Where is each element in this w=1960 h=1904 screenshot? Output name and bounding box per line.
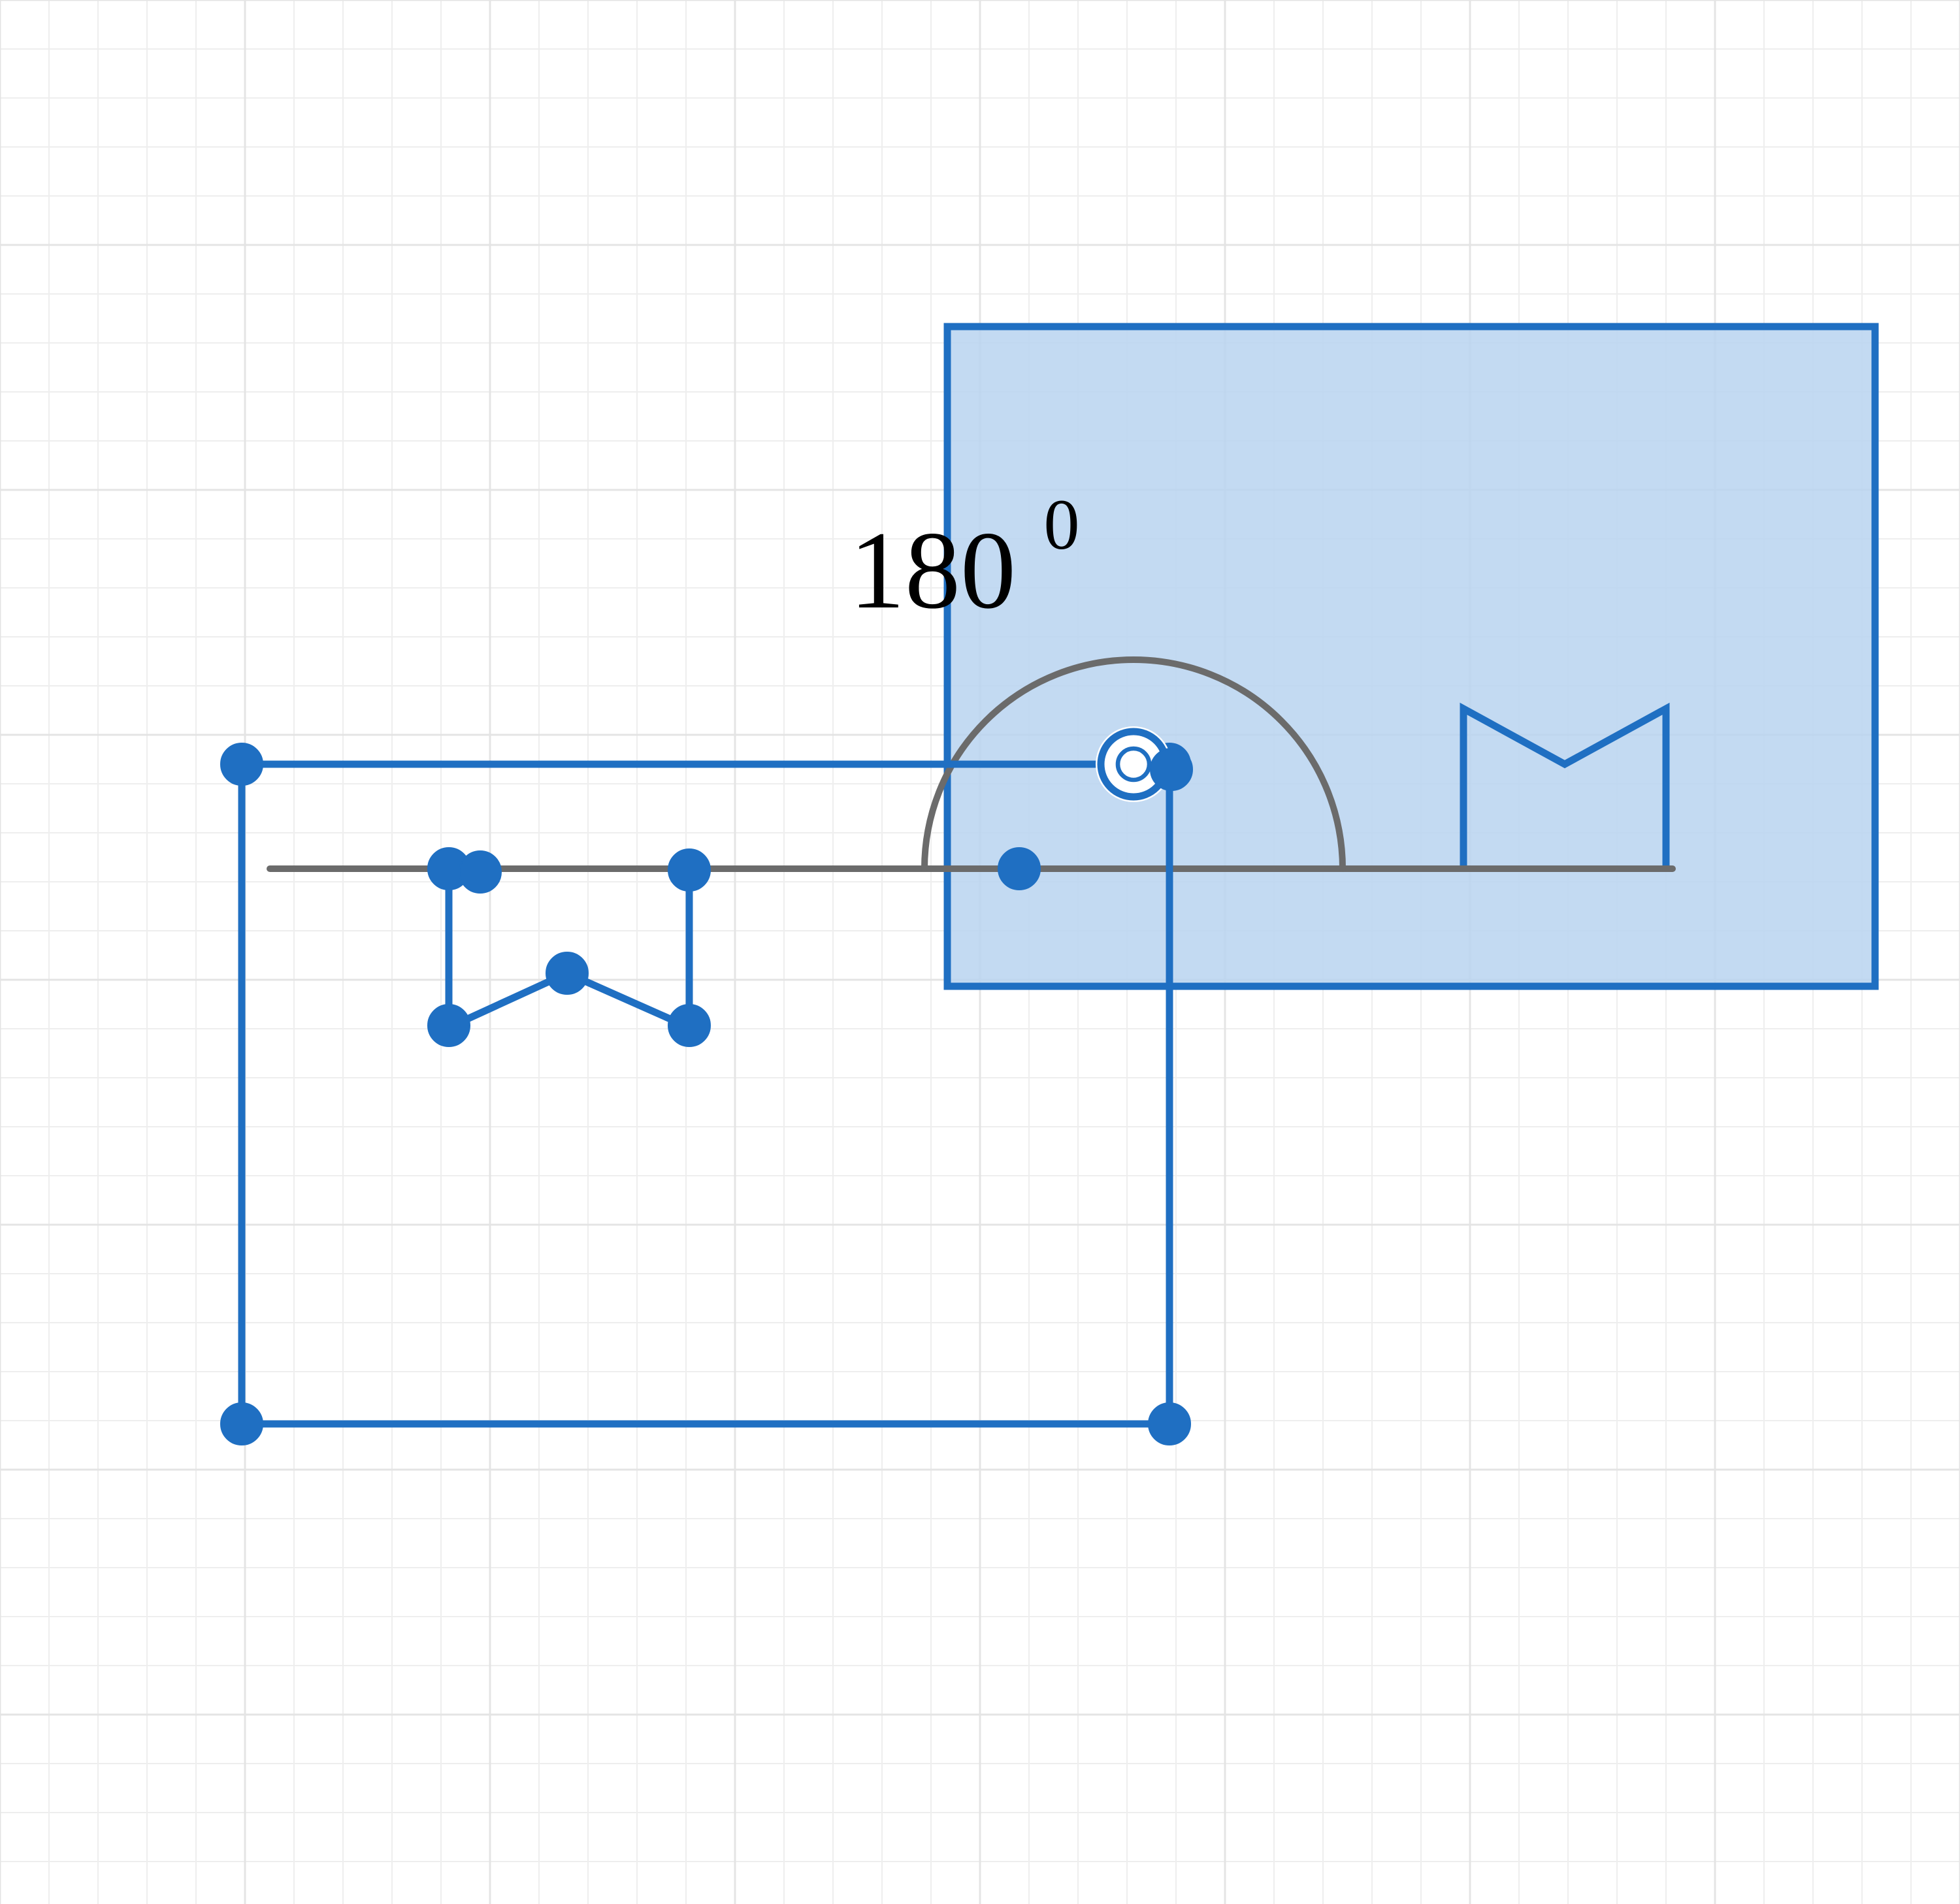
preimage-vertex[interactable] — [1149, 1403, 1190, 1445]
rotated-outer-rect — [947, 327, 1875, 986]
preimage-vertex[interactable] — [221, 1403, 263, 1445]
angle-label: 180 — [849, 509, 1016, 632]
preimage-vertex[interactable] — [1151, 749, 1192, 790]
preimage-notch-vertex[interactable] — [459, 851, 501, 893]
preimage-notch-vertex[interactable] — [998, 848, 1040, 890]
preimage-notch-vertex[interactable] — [428, 1005, 470, 1046]
preimage-notch-vertex[interactable] — [668, 1005, 710, 1046]
preimage-vertex[interactable] — [221, 743, 263, 785]
pivot-inner — [1118, 749, 1149, 780]
preimage-notch-vertex[interactable] — [546, 952, 588, 994]
preimage-notch-vertex[interactable] — [668, 849, 710, 891]
geometry-canvas: 1800 — [0, 0, 1960, 1904]
angle-label-sup: 0 — [1044, 485, 1080, 564]
